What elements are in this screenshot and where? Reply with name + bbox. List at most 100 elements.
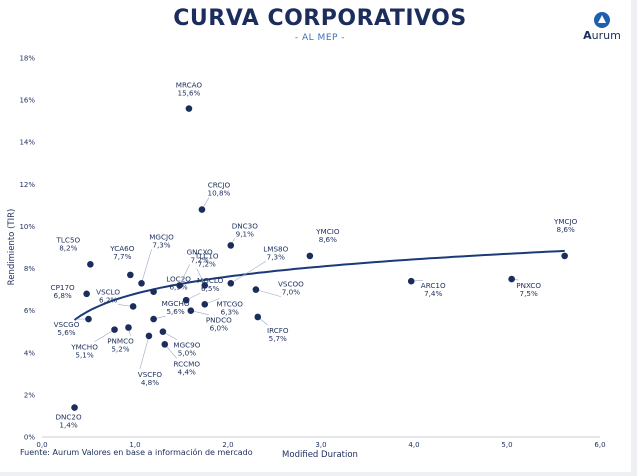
point-name-label: GNCXO bbox=[187, 247, 213, 256]
data-point-ircfo[interactable] bbox=[254, 313, 262, 321]
data-point-mgcjo[interactable] bbox=[138, 279, 145, 287]
data-point-pndco[interactable] bbox=[187, 307, 195, 314]
data-point-mtcgo[interactable] bbox=[201, 301, 209, 308]
y-tick-label: 14% bbox=[19, 139, 35, 147]
data-point-lms8o[interactable] bbox=[227, 279, 235, 287]
data-point-dnc2o[interactable] bbox=[71, 404, 78, 411]
data-point-ymcjo[interactable] bbox=[561, 252, 568, 260]
point-value-label: 5,7% bbox=[269, 334, 287, 343]
point-name-label: CP17O bbox=[51, 283, 75, 292]
y-tick-label: 10% bbox=[19, 223, 35, 231]
point-value-label: 1,4% bbox=[59, 421, 77, 430]
data-point-pnxco[interactable] bbox=[508, 275, 515, 283]
point-name-label: MGCJO bbox=[149, 232, 174, 241]
page-subtitle: - AL MEP - bbox=[294, 33, 346, 43]
point-name-label: YCA6O bbox=[109, 244, 135, 253]
data-point-vscoo[interactable] bbox=[252, 286, 260, 293]
data-point-mgclo[interactable] bbox=[182, 296, 190, 304]
logo-text: Aurum bbox=[583, 29, 621, 42]
data-point-loc2o[interactable] bbox=[150, 288, 157, 296]
point-name-label: DNC3O bbox=[232, 221, 259, 230]
point-value-label: 4,8% bbox=[141, 378, 159, 387]
data-point-dnc3o[interactable] bbox=[227, 242, 235, 249]
x-axis-ticks: 0,0 1,0 2,0 3,0 4,0 5,0 6,0 bbox=[36, 441, 605, 449]
data-point-ymcho[interactable] bbox=[111, 326, 118, 333]
y-tick-label: 12% bbox=[19, 181, 35, 189]
leader-line bbox=[179, 264, 190, 286]
point-name-label: VSCGO bbox=[54, 320, 80, 329]
point-name-label: DNC2O bbox=[55, 413, 82, 422]
data-point-cp17o[interactable] bbox=[83, 290, 90, 298]
data-point-mgcho[interactable] bbox=[150, 315, 157, 323]
point-name-label: TLC5O bbox=[56, 235, 81, 244]
point-value-label: 7,3% bbox=[267, 252, 285, 261]
point-value-label: 4,4% bbox=[178, 367, 196, 376]
point-name-label: YMCHO bbox=[70, 343, 98, 352]
data-point-mrcao[interactable] bbox=[185, 105, 193, 112]
point-value-label: 6,8% bbox=[54, 291, 72, 300]
x-tick-label: 5,0 bbox=[501, 441, 512, 449]
point-value-label: 8,6% bbox=[557, 225, 575, 234]
aurum-logo: Aurum bbox=[576, 9, 628, 49]
point-value-label: 6,0% bbox=[210, 324, 228, 333]
point-value-label: 8,2% bbox=[59, 243, 77, 252]
point-name-label: RCCMO bbox=[173, 359, 200, 368]
y-tick-label: 4% bbox=[24, 349, 35, 357]
point-value-label: 5,6% bbox=[166, 307, 184, 316]
point-name-label: IRCFO bbox=[267, 326, 289, 335]
data-point-yca6o[interactable] bbox=[127, 271, 134, 279]
data-point-arc1o[interactable] bbox=[407, 277, 415, 285]
point-value-label: 6,2% bbox=[99, 295, 117, 304]
y-tick-label: 8% bbox=[24, 265, 35, 273]
data-point-gncxo[interactable] bbox=[176, 282, 183, 289]
point-value-label: 7,0% bbox=[282, 288, 300, 297]
data-point-rccmo[interactable] bbox=[161, 341, 169, 348]
point-value-label: 7,2% bbox=[191, 255, 209, 264]
point-value-label: 7,7% bbox=[113, 252, 131, 261]
x-tick-label: 4,0 bbox=[408, 441, 419, 449]
data-point-ymcio[interactable] bbox=[306, 252, 314, 260]
data-point-vscfo[interactable] bbox=[145, 332, 153, 340]
data-point-vsclo[interactable] bbox=[129, 303, 137, 310]
point-value-label: 10,8% bbox=[208, 189, 231, 198]
y-tick-label: 18% bbox=[19, 55, 35, 63]
y-axis-label: Rendimiento (TIR) bbox=[7, 209, 17, 286]
data-point-crcjo[interactable] bbox=[198, 206, 206, 213]
leader-line bbox=[141, 249, 152, 284]
trend-line bbox=[73, 249, 565, 321]
data-point-vscgo[interactable] bbox=[85, 315, 92, 323]
point-name-label: TLC1O bbox=[194, 251, 219, 260]
point-name-label: MGC9O bbox=[173, 341, 200, 350]
x-tick-label: 2,0 bbox=[222, 441, 233, 449]
y-tick-label: 2% bbox=[24, 391, 35, 399]
point-value-label: 6,3% bbox=[221, 307, 239, 316]
x-axis-label: Modified Duration bbox=[282, 450, 358, 460]
point-name-label: LOC2O bbox=[166, 275, 191, 284]
page-title: CURVA CORPORATIVOS bbox=[173, 6, 467, 31]
point-name-label: PNDCO bbox=[206, 316, 232, 325]
point-name-label: PNMCO bbox=[107, 337, 134, 346]
x-tick-label: 3,0 bbox=[315, 441, 326, 449]
point-name-label: MRCAO bbox=[176, 81, 203, 90]
y-tick-label: 0% bbox=[24, 434, 35, 442]
point-value-label: 5,6% bbox=[57, 328, 75, 337]
point-value-label: 6,5% bbox=[201, 284, 219, 293]
point-value-label: 7,3% bbox=[152, 240, 170, 249]
data-point-tlc1o[interactable] bbox=[201, 282, 209, 289]
y-axis-ticks: 0% 2% 4% 6% 8% 10% 12% 14% 16% 18% bbox=[19, 55, 35, 442]
point-value-label: 7,5% bbox=[520, 289, 538, 298]
data-point-tlc5o[interactable] bbox=[87, 261, 94, 268]
data-point-mgc9o[interactable] bbox=[159, 328, 167, 336]
y-tick-label: 16% bbox=[19, 97, 35, 105]
x-tick-label: 0,0 bbox=[36, 441, 47, 449]
point-value-label: 8,6% bbox=[319, 235, 337, 244]
point-name-label: ARC1O bbox=[421, 281, 446, 290]
point-name-label: YMCIO bbox=[315, 227, 340, 236]
point-value-label: 7,2% bbox=[198, 259, 216, 268]
point-name-label: CRCJO bbox=[208, 181, 231, 190]
data-point-pnmco[interactable] bbox=[125, 324, 132, 331]
point-name-label: VSCOO bbox=[278, 280, 304, 289]
data-points: DNC2O1,4%VSCGO5,6%CP17O6,8%TLC5O8,2%YMCH… bbox=[51, 81, 578, 430]
